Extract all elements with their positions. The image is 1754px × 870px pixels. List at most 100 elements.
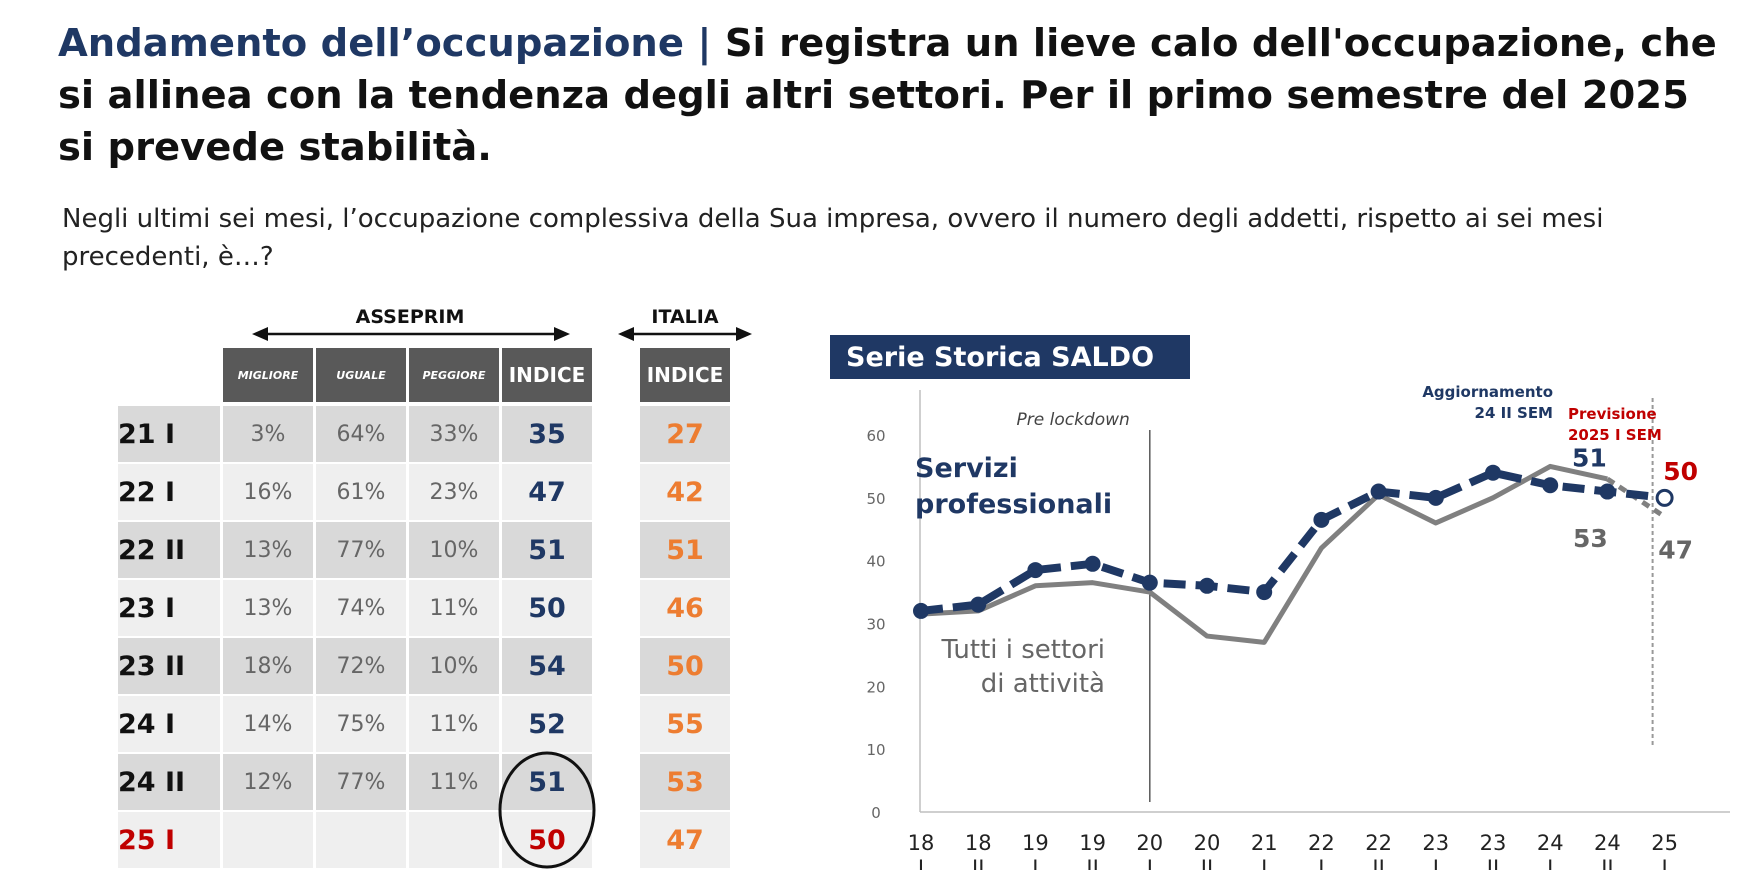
x-tick-label: 18	[908, 831, 935, 855]
table-cell-italia: 27	[666, 418, 704, 450]
data-label-53: 53	[1573, 524, 1608, 553]
asseprim-group-label: ASSEPRIM	[355, 306, 465, 328]
series-point-servizi	[1141, 574, 1158, 591]
table-cell-migliore: 13%	[243, 537, 293, 563]
series-label-tutti: di attività	[981, 669, 1105, 699]
cell-bg	[223, 754, 313, 810]
cell-bg	[223, 464, 313, 520]
col-header-migliore: MIGLIORE	[223, 348, 313, 402]
series-label-tutti: Tutti i settori	[940, 635, 1105, 665]
x-tick-label: 22	[1308, 831, 1335, 855]
x-tick-label: 24	[1594, 831, 1621, 855]
line-chart: 010203040506018I18II19I19II20I20II21I22I…	[866, 383, 1730, 870]
aggiornamento-label: Aggiornamento	[1422, 383, 1553, 401]
cell-bg	[409, 580, 499, 636]
cell-bg	[316, 754, 406, 810]
series-point-servizi	[1199, 577, 1215, 594]
x-tick-label: 19	[1079, 831, 1106, 855]
table-row-label: 24 I	[118, 708, 176, 740]
table-cell-italia: 53	[666, 766, 704, 798]
italia-cell-bg	[640, 406, 730, 462]
cell-bg	[409, 754, 499, 810]
data-label-51: 51	[1572, 444, 1607, 473]
italia-cell-bg	[640, 522, 730, 578]
series-point-servizi	[1084, 555, 1101, 572]
cell-bg	[409, 522, 499, 578]
table-cell-uguale	[316, 812, 406, 868]
cell-bg	[223, 696, 313, 752]
data-label-50: 50	[1663, 457, 1698, 486]
row-label-bg	[118, 464, 220, 520]
x-tick-label-sem: II	[1487, 856, 1499, 870]
table-cell-uguale: 77%	[336, 537, 386, 563]
table-cell-indice: 35	[528, 418, 566, 450]
y-tick-label: 40	[866, 553, 885, 571]
table-row-label: 23 I	[118, 592, 176, 624]
x-tick-label-sem: II	[1372, 856, 1384, 870]
highlight-ellipse	[498, 751, 596, 869]
x-tick-label: 23	[1422, 831, 1449, 855]
table-cell-peggiore: 11%	[429, 769, 479, 795]
aggiornamento-sem-label: 24 II SEM	[1475, 404, 1553, 422]
cell-bg	[316, 406, 406, 462]
table-row-label: 24 II	[118, 766, 186, 798]
cell-bg	[223, 406, 313, 462]
table-cell-migliore	[223, 812, 313, 868]
italia-cell-bg	[640, 754, 730, 810]
cell-bg	[502, 580, 592, 636]
table-cell-uguale: 74%	[336, 595, 386, 621]
cell-bg	[502, 754, 592, 810]
table-cell-italia: 42	[666, 476, 704, 508]
cell-bg	[502, 696, 592, 752]
row-label-bg	[118, 638, 220, 694]
cell-bg	[316, 638, 406, 694]
table-cell-peggiore: 10%	[429, 653, 479, 679]
x-tick-label: 21	[1251, 831, 1278, 855]
x-tick-label-sem: I	[918, 856, 924, 870]
row-label-bg	[118, 812, 220, 868]
series-point-servizi	[1427, 489, 1444, 506]
x-tick-label: 25	[1651, 831, 1678, 855]
y-tick-label: 20	[866, 678, 885, 696]
table-cell-migliore: 16%	[243, 479, 293, 505]
table-cell-indice: 50	[528, 824, 566, 856]
italia-cell-bg	[640, 696, 730, 752]
row-label-bg	[118, 754, 220, 810]
x-tick-label: 20	[1194, 831, 1221, 855]
table-row-label: 21 I	[118, 418, 176, 450]
series-label-servizi: Servizi	[915, 453, 1018, 484]
row-label-bg	[118, 522, 220, 578]
x-tick-label: 20	[1136, 831, 1163, 855]
x-tick-label: 23	[1480, 831, 1507, 855]
table-cell-migliore: 13%	[243, 595, 293, 621]
series-point-servizi	[970, 596, 987, 613]
table-cell-italia: 50	[666, 650, 704, 682]
x-tick-label-sem: II	[1201, 856, 1213, 870]
col-header-italia-indice: INDICE	[640, 348, 730, 402]
table-cell-peggiore: 11%	[429, 595, 479, 621]
table-cell-peggiore: 10%	[429, 537, 479, 563]
table-cell-indice: 47	[528, 476, 566, 508]
table-cell-migliore: 12%	[243, 769, 293, 795]
col-header-uguale: UGUALE	[316, 348, 406, 402]
cell-bg	[409, 696, 499, 752]
cell-bg	[502, 464, 592, 520]
table-cell-uguale: 64%	[336, 421, 386, 447]
table-cell-migliore: 3%	[250, 421, 286, 447]
table-cell-uguale: 72%	[336, 653, 386, 679]
title-headline: Si registra un lieve calo dell'occupazio…	[58, 21, 1717, 170]
row-label-bg	[118, 696, 220, 752]
x-tick-label: 24	[1537, 831, 1564, 855]
y-tick-label: 10	[866, 741, 885, 759]
y-tick-label: 60	[866, 427, 885, 445]
table-cell-italia: 51	[666, 534, 704, 566]
table-cell-uguale: 77%	[336, 769, 386, 795]
italia-cell-bg	[640, 580, 730, 636]
x-tick-label-sem: I	[1261, 856, 1267, 870]
table-row-label: 22 I	[118, 476, 176, 508]
series-point-servizi	[1655, 488, 1674, 507]
table-cell-peggiore	[409, 812, 499, 868]
table-cell-italia: 46	[666, 592, 704, 624]
data-label-47: 47	[1658, 536, 1693, 565]
table-cell-italia: 55	[666, 708, 704, 740]
